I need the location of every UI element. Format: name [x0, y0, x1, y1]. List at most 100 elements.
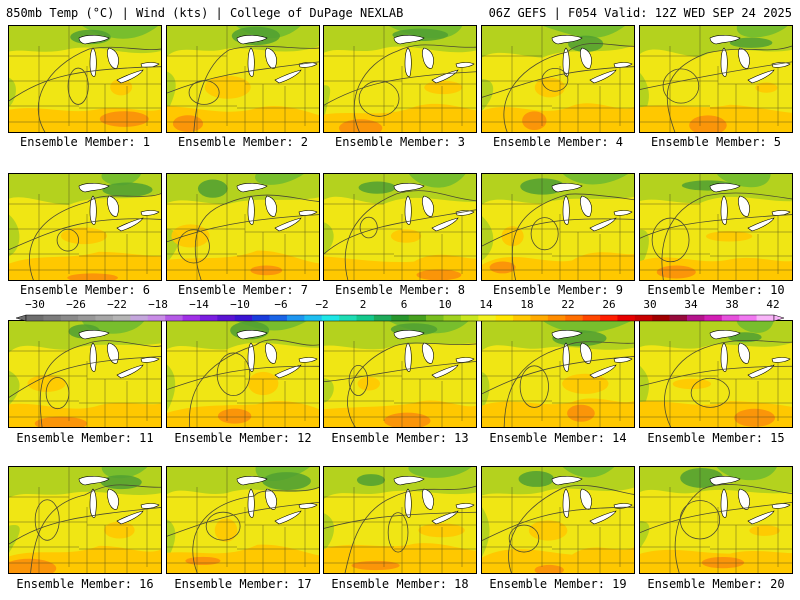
colorbar-tick-label: −26 [66, 298, 86, 311]
colorbar-swatch [321, 315, 340, 321]
ensemble-member-label: Ensemble Member: 11 [16, 431, 154, 445]
ensemble-member-label: Ensemble Member: 20 [647, 577, 785, 591]
colorbar-tick-label: −18 [148, 298, 168, 311]
ensemble-map-panel [323, 466, 477, 574]
colorbar-swatch [182, 315, 201, 321]
colorbar-swatch [112, 315, 131, 321]
colorbar-swatch [513, 315, 531, 321]
ensemble-member-label: Ensemble Member: 19 [489, 577, 627, 591]
ensemble-map-panel [323, 320, 477, 428]
colorbar-swatch [356, 315, 375, 321]
colorbar-swatch [547, 315, 566, 321]
ensemble-map-panel [323, 173, 477, 281]
colorbar-tick-label: 6 [401, 298, 408, 311]
ensemble-map-panel [639, 466, 793, 574]
colorbar-swatch [687, 315, 705, 321]
ensemble-member-label: Ensemble Member: 13 [331, 431, 469, 445]
colorbar-swatch [704, 315, 723, 321]
colorbar-swatch [43, 315, 62, 321]
colorbar-tick-label: −22 [107, 298, 127, 311]
ensemble-map-panel [639, 320, 793, 428]
colorbar-tick-label: −6 [274, 298, 287, 311]
colorbar-swatch [147, 315, 166, 321]
ensemble-map-panel [481, 320, 635, 428]
colorbar-swatch [78, 315, 96, 321]
colorbar-tick-label: −10 [230, 298, 250, 311]
ensemble-member-label: Ensemble Member: 3 [334, 135, 466, 149]
colorbar-swatch [443, 315, 462, 321]
ensemble-map-panel [8, 25, 162, 133]
ensemble-map-panel [481, 173, 635, 281]
colorbar-swatch [495, 315, 514, 321]
map-title: 850mb Temp (°C) | Wind (kts) | College o… [6, 6, 404, 20]
colorbar-swatch [530, 315, 549, 321]
colorbar-swatch [426, 315, 444, 321]
ensemble-map-panel [8, 320, 162, 428]
ensemble-map-panel [639, 173, 793, 281]
colorbar-swatch [130, 315, 149, 321]
ensemble-map-panel [481, 25, 635, 133]
colorbar-swatch [721, 315, 740, 321]
colorbar-swatch [339, 315, 357, 321]
colorbar-swatch [286, 315, 305, 321]
ensemble-member-label: Ensemble Member: 5 [650, 135, 782, 149]
colorbar-swatch [600, 315, 618, 321]
colorbar-swatch [373, 315, 392, 321]
colorbar-tick-label: 22 [561, 298, 574, 311]
colorbar-min-arrow [15, 314, 27, 322]
colorbar-swatch [756, 315, 775, 321]
ensemble-map-panel [323, 25, 477, 133]
colorbar-swatch [95, 315, 114, 321]
colorbar-swatch [304, 315, 323, 321]
colorbar-swatch [634, 315, 653, 321]
colorbar-swatch [652, 315, 670, 321]
ensemble-member-label: Ensemble Member: 16 [16, 577, 154, 591]
ensemble-member-label: Ensemble Member: 10 [647, 283, 785, 297]
colorbar-swatch [739, 315, 757, 321]
colorbar-swatch [26, 315, 44, 321]
colorbar-swatch [391, 315, 409, 321]
colorbar-tick-label: 30 [643, 298, 656, 311]
colorbar-swatch [408, 315, 427, 321]
colorbar-tick-label: 10 [438, 298, 451, 311]
ensemble-map-panel [166, 466, 320, 574]
colorbar-swatch [269, 315, 288, 321]
ensemble-member-label: Ensemble Member: 7 [177, 283, 309, 297]
colorbar-tick-label: 42 [766, 298, 779, 311]
ensemble-member-label: Ensemble Member: 17 [174, 577, 312, 591]
colorbar-swatch [60, 315, 79, 321]
colorbar-tick-label: 26 [602, 298, 615, 311]
ensemble-member-label: Ensemble Member: 2 [177, 135, 309, 149]
ensemble-member-label: Ensemble Member: 4 [492, 135, 624, 149]
ensemble-member-label: Ensemble Member: 9 [492, 283, 624, 297]
ensemble-member-label: Ensemble Member: 14 [489, 431, 627, 445]
colorbar-tick-label: 38 [725, 298, 738, 311]
ensemble-member-label: Ensemble Member: 12 [174, 431, 312, 445]
ensemble-map-panel [166, 25, 320, 133]
ensemble-map-panel [639, 25, 793, 133]
ensemble-map-panel [8, 173, 162, 281]
ensemble-member-label: Ensemble Member: 6 [19, 283, 151, 297]
temperature-colorbar: −30 −26 −22 −18 −14 −10 −6 −2 2 6 10 14 18 22 26 30 34 38… [15, 298, 785, 322]
ensemble-member-label: Ensemble Member: 8 [334, 283, 466, 297]
ensemble-member-label: Ensemble Member: 18 [331, 577, 469, 591]
colorbar-tick-label: 18 [520, 298, 533, 311]
ensemble-member-label: Ensemble Member: 15 [647, 431, 785, 445]
colorbar-swatch [460, 315, 479, 321]
colorbar-swatch [234, 315, 253, 321]
colorbar-tick-label: −2 [315, 298, 328, 311]
ensemble-map-panel [8, 466, 162, 574]
valid-time: 06Z GEFS | F054 Valid: 12Z WED SEP 24 20… [488, 6, 792, 20]
colorbar-swatch [252, 315, 270, 321]
colorbar-swatch [669, 315, 688, 321]
ensemble-member-label: Ensemble Member: 1 [19, 135, 151, 149]
colorbar-tick-label: 2 [360, 298, 367, 311]
colorbar-swatch [478, 315, 496, 321]
colorbar-swatch [165, 315, 183, 321]
colorbar-max-arrow [773, 314, 785, 322]
colorbar-swatch [217, 315, 236, 321]
colorbar-swatch [199, 315, 218, 321]
ensemble-map-panel [481, 466, 635, 574]
colorbar-tick-label: −14 [189, 298, 209, 311]
ensemble-map-panel [166, 320, 320, 428]
